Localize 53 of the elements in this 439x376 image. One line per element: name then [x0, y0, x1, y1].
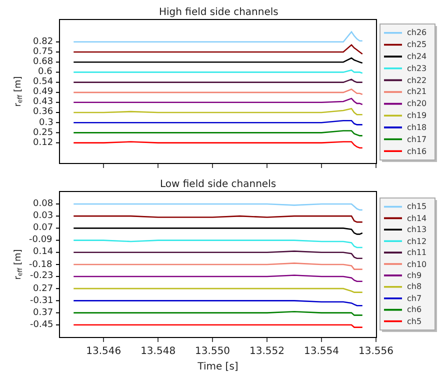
text: ch15 — [407, 202, 427, 211]
text: ch12 — [407, 237, 427, 246]
legend-label: ch26 — [407, 28, 427, 37]
x-tick-label: 13.550 — [195, 346, 230, 358]
legend-label: ch22 — [407, 76, 427, 85]
text: -0.23 — [30, 271, 54, 281]
text: -0.45 — [30, 320, 54, 330]
x-axis-title: Time [s] — [196, 362, 238, 373]
text: 0.03 — [33, 211, 54, 221]
chart-title: Low field side channels — [160, 179, 276, 190]
text: -0.18 — [29, 260, 53, 270]
text: ch11 — [407, 248, 427, 257]
text: 0.6 — [38, 67, 53, 77]
text: 0.36 — [33, 107, 54, 117]
x-tick-label: 13.556 — [358, 346, 394, 358]
text: 0.75 — [33, 47, 54, 57]
legend-label: ch23 — [407, 64, 427, 73]
legend-label: ch24 — [407, 52, 427, 61]
legend-label: ch5 — [407, 317, 422, 326]
chart-title: High field side channels — [159, 7, 278, 18]
text: ch13 — [407, 225, 427, 234]
legend-label: ch20 — [407, 99, 427, 108]
text: 0.49 — [33, 87, 54, 97]
text: -0.31 — [30, 296, 54, 306]
legend-label: ch18 — [407, 123, 427, 132]
legend-label: ch7 — [407, 294, 422, 303]
text: 0.37 — [33, 308, 54, 318]
text: 0.43 — [33, 97, 54, 107]
legend-label: ch17 — [407, 135, 427, 144]
x-tick-label: 13.548 — [140, 346, 176, 358]
text: 0.82 — [33, 37, 54, 47]
x-tick-label: 13.552 — [250, 346, 285, 358]
x-tick-label: 13.546 — [86, 346, 122, 358]
legend-label: ch21 — [407, 87, 427, 96]
text: 0.3 — [39, 118, 54, 128]
text: 0.25 — [33, 128, 54, 138]
text: 0.68 — [33, 57, 54, 67]
text: 0.54 — [33, 77, 54, 87]
x-tick-label: 13.554 — [304, 346, 340, 358]
text: 0.12 — [33, 138, 54, 148]
text: 0.08 — [33, 199, 54, 209]
legend-label: ch19 — [407, 111, 427, 120]
legend-label: ch8 — [407, 282, 422, 291]
legend-label: ch25 — [407, 40, 427, 49]
legend-label: ch10 — [407, 260, 427, 269]
text: -0.09 — [29, 235, 53, 245]
text: 0.07 — [33, 223, 54, 233]
text: ch14 — [407, 214, 427, 223]
legend-label: ch16 — [407, 147, 427, 156]
text: 0.14 — [33, 247, 54, 257]
text: 0.27 — [33, 284, 54, 294]
legend-label: ch9 — [407, 271, 422, 280]
legend-label: ch6 — [407, 305, 422, 314]
